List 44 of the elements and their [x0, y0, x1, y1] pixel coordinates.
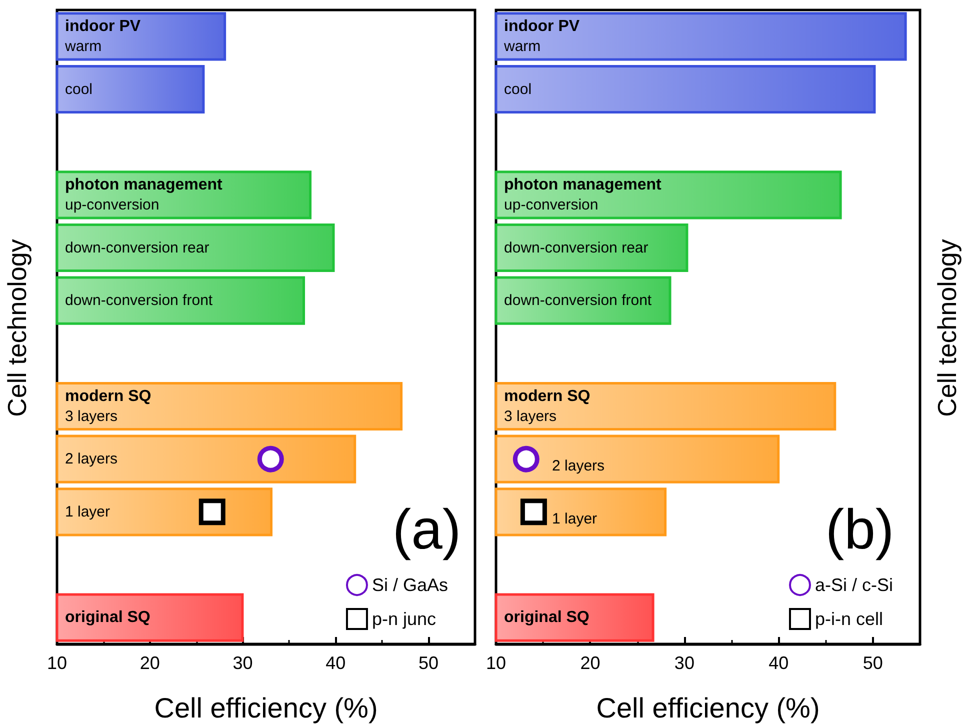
y-tick-label: warm — [64, 38, 102, 55]
x-tick-label: 20 — [580, 653, 600, 673]
legend-label: p-n junc — [372, 609, 436, 629]
y-tick-label: down-conversion front — [65, 292, 214, 310]
y-tick-label: up-conversion — [65, 196, 160, 214]
x-tick-label: 10 — [46, 653, 68, 673]
x-axis-title: Cell efficiency (%) — [596, 692, 820, 724]
y-tick-label: original SQ — [65, 609, 150, 626]
y-tick-label: 1 layer — [552, 510, 598, 528]
y-tick-label: original SQ — [504, 609, 590, 626]
annotation: photon management — [504, 176, 662, 194]
x-tick-label: 50 — [862, 653, 883, 673]
legend-label: Si / GaAs — [372, 575, 448, 595]
x-axis-title: Cell efficiency (%) — [154, 692, 378, 724]
y-tick-label: cool — [65, 80, 93, 98]
legend-label: a-Si / c-Si — [814, 575, 894, 595]
annotation: modern SQ — [504, 388, 590, 405]
x-tick-label: 20 — [140, 653, 160, 673]
x-tick-label: 40 — [768, 653, 789, 673]
y-tick-label: down-conversion rear — [504, 239, 648, 256]
annotation: indoor PV — [65, 18, 141, 35]
y-tick-label: up-conversion — [504, 196, 598, 214]
annotation: indoor PV — [504, 18, 580, 35]
x-tick-label: 50 — [418, 653, 439, 673]
y-tick-label: warm — [503, 38, 541, 55]
annotation: (b) — [826, 498, 894, 560]
y-tick-label: cool — [504, 80, 532, 98]
x-tick-label: 30 — [674, 653, 694, 673]
y-tick-label: down-conversion rear — [65, 239, 210, 256]
y-tick-label: 1 layer — [65, 503, 110, 520]
annotation: modern SQ — [65, 388, 152, 405]
x-tick-label: 10 — [486, 653, 506, 673]
y-axis-title: Cell technology — [932, 239, 962, 417]
x-tick-label: 30 — [232, 653, 253, 673]
y-tick-label: 3 layers — [65, 408, 118, 425]
legend-label: p-i-n cell — [814, 609, 884, 629]
y-tick-label: down-conversion front — [504, 292, 652, 310]
y-tick-label: 2 layers — [552, 458, 605, 475]
y-tick-label: 2 layers — [65, 450, 118, 468]
y-axis-title: Cell technology — [2, 239, 32, 417]
annotation: photon management — [65, 176, 224, 194]
x-tick-label: 40 — [326, 653, 346, 673]
y-tick-label: 3 layers — [504, 408, 557, 425]
annotation: (a) — [392, 498, 462, 560]
